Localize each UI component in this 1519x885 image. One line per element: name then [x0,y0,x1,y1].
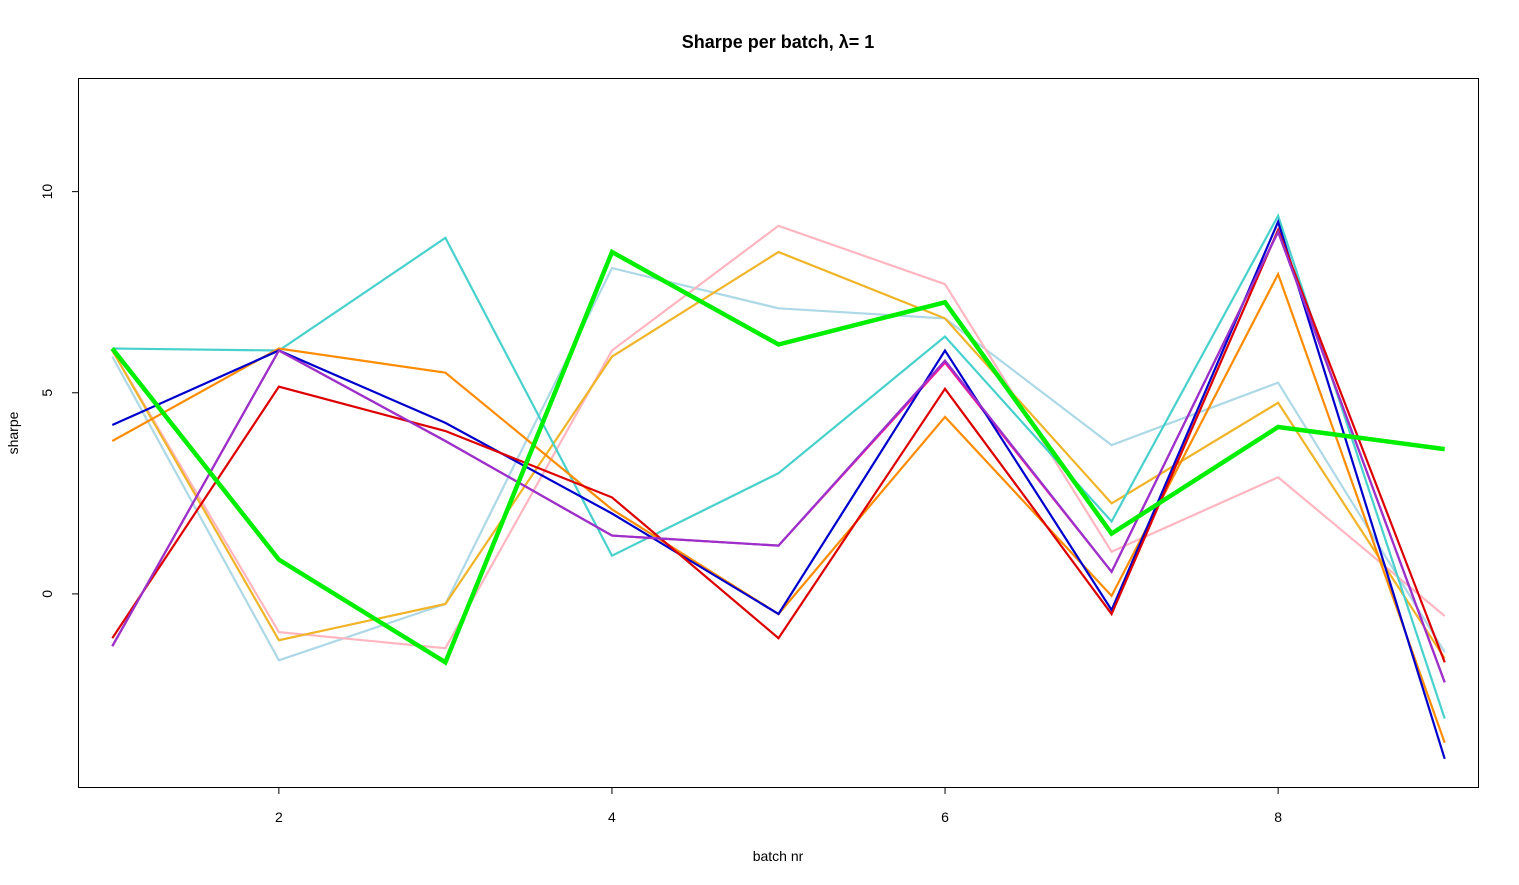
series-line-8 [111,226,1446,663]
x-axis-label: batch nr [753,848,804,864]
x-tick-label: 8 [1274,809,1282,825]
y-tick-label: 5 [39,389,55,397]
series-layer [110,213,1446,760]
y-tick-label: 0 [39,590,55,598]
x-tick-label: 2 [275,809,283,825]
x-tick-label: 6 [941,809,949,825]
series-line-9 [111,229,1446,683]
plot-frame [78,78,1479,788]
series-line-1 [111,266,1446,662]
y-tick-label: 10 [39,184,55,200]
y-axis: 0 5 10 [39,184,79,598]
chart-title: Sharpe per batch, λ= 1 [682,32,875,52]
series-line-3 [111,250,1446,659]
series-line-7 [111,218,1446,760]
series-line-10 [110,248,1445,666]
y-axis-label: sharpe [5,411,21,454]
x-tick-label: 4 [608,809,616,825]
x-axis: 2 4 6 8 [275,787,1282,825]
series-line-2 [111,224,1446,650]
series-line-4 [112,213,1446,719]
